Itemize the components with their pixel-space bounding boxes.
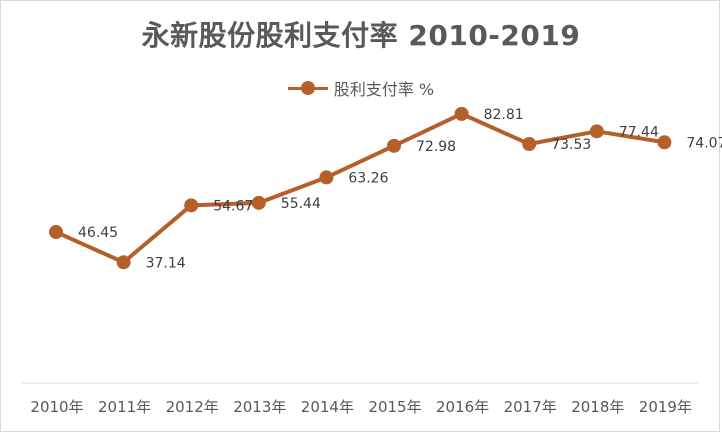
x-tick-label: 2018年	[571, 398, 624, 416]
data-label: 46.45	[78, 225, 118, 241]
data-point	[251, 195, 266, 210]
data-label: 72.98	[416, 139, 456, 155]
data-point	[589, 124, 604, 139]
data-point	[184, 198, 199, 213]
x-tick-label: 2013年	[233, 398, 286, 416]
data-label: 82.81	[484, 107, 524, 123]
data-point	[49, 225, 63, 240]
series-line-layer	[55, 111, 665, 265]
x-tick-label: 2019年	[639, 398, 692, 416]
data-label: 54.67	[213, 198, 253, 214]
series-points-layer	[49, 106, 672, 270]
legend-label: 股利支付率 %	[333, 80, 435, 99]
x-tick-labels-layer: 2010年 2011年 2012年 2013年 2014年 2015年 2016年 2017年…	[30, 398, 692, 416]
data-point	[522, 137, 537, 152]
x-tick-label: 2017年	[504, 398, 557, 416]
data-label: 74.07	[686, 135, 722, 151]
x-tick-label: 2014年	[301, 398, 354, 416]
x-tick-label: 2016年	[436, 398, 489, 416]
data-point	[319, 170, 334, 185]
data-label: 55.44	[281, 196, 321, 212]
x-tick-label: 2012年	[166, 398, 219, 416]
data-point	[387, 138, 401, 153]
data-label: 77.44	[619, 124, 659, 140]
data-point	[454, 106, 469, 121]
data-point	[657, 135, 672, 150]
x-tick-label: 2011年	[98, 398, 151, 416]
data-labels-layer: 46.45 37.14 54.67 55.44 63.26 72.98 82.81 73.53…	[78, 107, 722, 271]
x-tick-label: 2010年	[30, 398, 83, 416]
data-point	[116, 255, 131, 270]
legend-swatch	[287, 80, 328, 96]
data-label: 73.53	[551, 137, 591, 153]
chart-title: 永新股份股利支付率 2010-2019	[141, 19, 581, 52]
data-label: 63.26	[348, 170, 388, 186]
series-line	[55, 111, 665, 265]
data-label: 37.14	[146, 255, 186, 271]
chart-legend: 股利支付率 %	[0, 76, 722, 100]
x-tick-label: 2015年	[368, 398, 421, 416]
